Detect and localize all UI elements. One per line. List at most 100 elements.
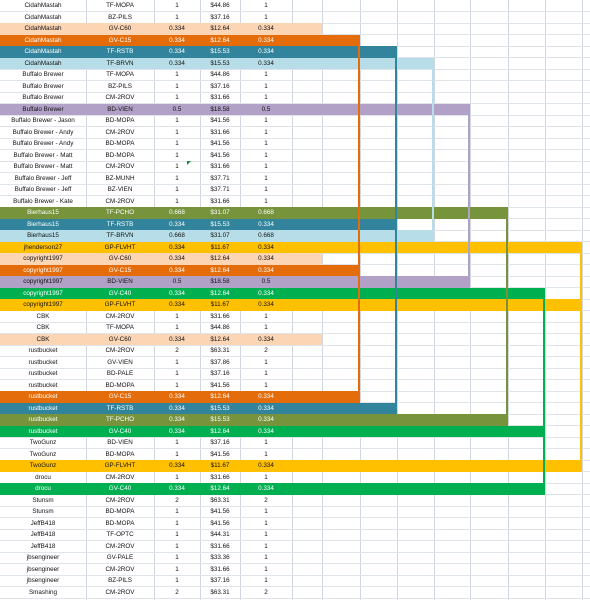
table-row[interactable]: Bierhaus15 TF-PCHO 0.668 $31.07 0.668 xyxy=(0,207,590,219)
count-cell[interactable]: 0.334 xyxy=(258,485,274,492)
username-cell[interactable]: CBK xyxy=(36,335,50,343)
price-cell[interactable]: $63.31 xyxy=(210,347,230,354)
price-cell[interactable]: $41.56 xyxy=(210,450,230,458)
username-cell[interactable]: TwoGunz xyxy=(29,439,57,446)
table-row[interactable]: CidahMastah GV-C15 0.334 $12.64 0.334 xyxy=(0,34,590,46)
price-cell[interactable]: $12.64 xyxy=(210,335,230,343)
price-cell[interactable]: $41.56 xyxy=(210,151,230,159)
count-cell[interactable]: 0.334 xyxy=(258,36,274,44)
count-cell[interactable]: 0.668 xyxy=(258,232,274,239)
username-cell[interactable]: copyright1997 xyxy=(23,278,63,285)
quantity-cell[interactable]: 1 xyxy=(175,554,179,561)
username-cell[interactable]: CidahMastah xyxy=(24,48,62,55)
price-cell[interactable]: $31.66 xyxy=(210,128,230,136)
table-row[interactable]: CBK CM-2ROV 1 $31.66 1 xyxy=(0,311,590,323)
count-cell[interactable]: 1 xyxy=(264,531,268,538)
username-cell[interactable]: Buffalo Brewer - Andy xyxy=(12,140,74,147)
quantity-cell[interactable]: 1 xyxy=(175,358,179,366)
count-cell[interactable]: 1 xyxy=(264,186,268,193)
count-cell[interactable]: 0.5 xyxy=(261,105,271,113)
table-row[interactable]: CidahMastah TF-MOPA 1 $44.86 1 xyxy=(0,0,590,12)
count-cell[interactable]: 0.5 xyxy=(261,278,271,285)
count-cell[interactable]: 0.334 xyxy=(258,243,274,251)
item-code-cell[interactable]: BD-MOPA xyxy=(105,140,135,147)
count-cell[interactable]: 0.334 xyxy=(258,462,274,469)
quantity-cell[interactable]: 2 xyxy=(175,588,179,596)
count-cell[interactable]: 0.334 xyxy=(258,393,274,400)
username-cell[interactable]: CBK xyxy=(36,324,50,331)
table-row[interactable]: Buffalo Brewer - Andy CM-2ROV 1 $31.66 1 xyxy=(0,127,590,139)
item-code-cell[interactable]: TF-BRVN xyxy=(106,232,134,239)
table-row[interactable]: jbsengineer CM-2ROV 1 $31.66 1 xyxy=(0,564,590,576)
quantity-cell[interactable]: 1 xyxy=(175,140,179,147)
count-cell[interactable]: 0.334 xyxy=(258,48,274,55)
table-row[interactable]: drocu CM-2ROV 1 $31.66 1 xyxy=(0,472,590,484)
quantity-cell[interactable]: 0.334 xyxy=(169,220,185,228)
price-cell[interactable]: $12.64 xyxy=(210,393,230,400)
quantity-cell[interactable]: 0.334 xyxy=(169,48,185,55)
quantity-cell[interactable]: 1 xyxy=(175,151,179,159)
quantity-cell[interactable]: 0.334 xyxy=(169,59,185,67)
item-code-cell[interactable]: GV-C60 xyxy=(108,335,132,343)
item-code-cell[interactable]: TF-PCHO xyxy=(106,416,134,423)
quantity-cell[interactable]: 1 xyxy=(175,565,179,573)
quantity-cell[interactable]: 0.334 xyxy=(169,289,185,297)
item-code-cell[interactable]: CM-2ROV xyxy=(105,542,135,550)
table-row[interactable]: rustbucket CM-2ROV 2 $63.31 2 xyxy=(0,345,590,357)
quantity-cell[interactable]: 1 xyxy=(175,370,179,377)
username-cell[interactable]: copyright1997 xyxy=(23,301,63,308)
quantity-cell[interactable]: 0.668 xyxy=(169,209,185,216)
table-row[interactable]: Bierhaus15 TF-RSTB 0.334 $15.53 0.334 xyxy=(0,218,590,230)
table-row[interactable]: copyright1997 BD-VIEN 0.5 $18.58 0.5 xyxy=(0,276,590,288)
count-cell[interactable]: 0.334 xyxy=(258,427,274,435)
item-code-cell[interactable]: BD-VIEN xyxy=(107,278,133,285)
count-cell[interactable]: 1 xyxy=(264,519,268,527)
price-cell[interactable]: $11.67 xyxy=(210,301,230,308)
count-cell[interactable]: 2 xyxy=(264,496,268,504)
username-cell[interactable]: jbsengineer xyxy=(26,565,60,573)
item-code-cell[interactable]: CM-2ROV xyxy=(105,128,135,136)
count-cell[interactable]: 0.668 xyxy=(258,209,274,216)
item-code-cell[interactable]: CM-2ROV xyxy=(105,94,135,101)
table-row[interactable]: copyright1997 GP-FLVHT 0.334 $11.67 0.334 xyxy=(0,299,590,311)
table-row[interactable]: Buffalo Brewer - Jason BD-MOPA 1 $41.56 1 xyxy=(0,115,590,127)
username-cell[interactable]: Buffalo Brewer xyxy=(22,94,64,101)
table-row[interactable]: rustbucket BD-MOPA 1 $41.56 1 xyxy=(0,380,590,392)
table-row[interactable]: rustbucket GV-VIEN 1 $37.86 1 xyxy=(0,357,590,369)
item-code-cell[interactable]: GV-C40 xyxy=(108,485,132,492)
count-cell[interactable]: 0.334 xyxy=(258,416,274,423)
quantity-cell[interactable]: 0.334 xyxy=(169,36,185,44)
price-cell[interactable]: $37.16 xyxy=(210,82,230,90)
item-code-cell[interactable]: TF-OPTC xyxy=(106,531,134,538)
item-code-cell[interactable]: CM-2ROV xyxy=(105,473,135,481)
price-cell[interactable]: $31.66 xyxy=(210,312,230,320)
username-cell[interactable]: JeffB418 xyxy=(30,542,56,550)
table-row[interactable]: TwoGunz GP-FLVHT 0.334 $11.67 0.334 xyxy=(0,460,590,472)
item-code-cell[interactable]: TF-RSTB xyxy=(106,220,134,228)
item-code-cell[interactable]: TF-MOPA xyxy=(106,324,134,331)
price-cell[interactable]: $31.66 xyxy=(210,197,230,205)
item-code-cell[interactable]: CM-2ROV xyxy=(105,565,135,573)
price-cell[interactable]: $18.58 xyxy=(210,105,230,113)
table-row[interactable]: rustbucket TF-RSTB 0.334 $15.53 0.334 xyxy=(0,402,590,414)
table-row[interactable]: Stunsm BD-MOPA 1 $41.56 1 xyxy=(0,506,590,518)
quantity-cell[interactable]: 1 xyxy=(175,94,179,101)
price-cell[interactable]: $15.53 xyxy=(210,59,230,67)
username-cell[interactable]: drocu xyxy=(35,485,51,492)
item-code-cell[interactable]: GP-FLVHT xyxy=(104,301,136,308)
count-cell[interactable]: 0.334 xyxy=(258,266,274,274)
quantity-cell[interactable]: 0.5 xyxy=(172,105,182,113)
quantity-cell[interactable]: 1 xyxy=(175,163,179,170)
username-cell[interactable]: JeffB418 xyxy=(30,519,56,527)
table-row[interactable]: copyright1997 GV-C60 0.334 $12.64 0.334 xyxy=(0,253,590,265)
table-row[interactable]: CidahMastah BZ-PILS 1 $37.16 1 xyxy=(0,12,590,24)
quantity-cell[interactable]: 0.334 xyxy=(169,255,185,262)
username-cell[interactable]: rustbucket xyxy=(28,416,58,423)
quantity-cell[interactable]: 1 xyxy=(175,2,179,9)
table-row[interactable]: TwoGunz BD-MOPA 1 $41.56 1 xyxy=(0,449,590,461)
quantity-cell[interactable]: 2 xyxy=(175,496,179,504)
count-cell[interactable]: 0.334 xyxy=(258,289,274,297)
username-cell[interactable]: copyright1997 xyxy=(23,289,63,297)
count-cell[interactable]: 1 xyxy=(264,13,268,21)
username-cell[interactable]: JeffB418 xyxy=(30,531,56,538)
